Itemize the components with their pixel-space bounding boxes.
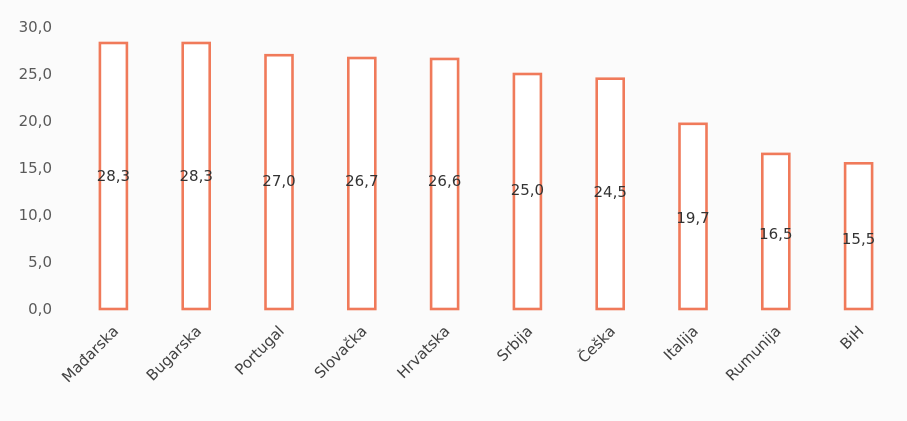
bar	[346, 56, 377, 311]
x-tick-label: Rumunija	[722, 322, 785, 385]
data-label: 19,7	[676, 209, 709, 227]
x-axis: Mađarska Bugarska Portugal Slovačka Hrvatska…	[58, 321, 867, 386]
y-tick-label: 5,0	[28, 253, 52, 271]
y-tick-label: 0,0	[28, 300, 52, 318]
bar	[678, 122, 708, 311]
bar	[264, 53, 294, 311]
y-axis: 0,0 5,0 10,0 15,0 20,0 25,0 30,0	[19, 18, 52, 318]
data-label: 15,5	[842, 230, 875, 248]
y-tick-label: 10,0	[19, 206, 52, 224]
bars	[98, 41, 874, 311]
x-tick-label: Portugal	[231, 322, 288, 379]
y-tick-label: 30,0	[19, 18, 52, 36]
data-label: 24,5	[593, 183, 626, 201]
bar	[181, 41, 211, 311]
x-tick-label: Mađarska	[58, 322, 122, 386]
y-tick-label: 25,0	[19, 65, 52, 83]
data-label: 16,5	[759, 225, 792, 243]
data-label: 27,0	[262, 172, 295, 190]
bar	[595, 77, 626, 311]
data-label: 25,0	[511, 181, 544, 199]
bar	[760, 152, 791, 311]
x-tick-label: Srbija	[493, 322, 536, 365]
x-tick-label: Italija	[660, 322, 702, 364]
value-labels: 28,3 28,3 27,0 26,7 26,6 25,0 24,5 19,7 16,5 15,5	[97, 167, 876, 248]
x-tick-label: Slovačka	[311, 322, 371, 382]
y-tick-label: 20,0	[19, 112, 52, 130]
x-tick-label: Hrvatska	[393, 322, 453, 382]
x-tick-label: Bugarska	[143, 322, 205, 384]
y-tick-label: 15,0	[19, 159, 52, 177]
bar	[98, 41, 129, 311]
data-label: 26,7	[345, 172, 378, 190]
x-tick-label: BiH	[836, 322, 867, 353]
bar	[843, 162, 874, 311]
bar	[429, 57, 460, 311]
x-tick-label: Češka	[574, 321, 619, 366]
data-label: 28,3	[179, 167, 212, 185]
data-label: 26,6	[428, 172, 461, 190]
bar	[512, 72, 543, 311]
data-label: 28,3	[97, 167, 130, 185]
